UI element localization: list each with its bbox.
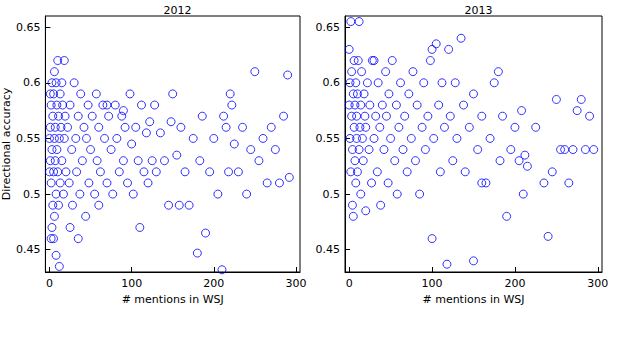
svg-text:0: 0 [46, 277, 53, 290]
svg-text:2012: 2012 [164, 4, 192, 17]
svg-text:Directional accuracy: Directional accuracy [0, 87, 13, 200]
svg-text:# mentions in WSJ: # mentions in WSJ [122, 293, 224, 306]
svg-text:300: 300 [285, 277, 306, 290]
svg-text:300: 300 [587, 277, 608, 290]
svg-text:200: 200 [504, 277, 525, 290]
svg-text:# mentions in WSJ: # mentions in WSJ [422, 293, 524, 306]
svg-text:0.5: 0.5 [323, 188, 341, 201]
svg-text:0.6: 0.6 [23, 76, 41, 89]
svg-text:100: 100 [422, 277, 443, 290]
svg-text:200: 200 [203, 277, 224, 290]
svg-text:0: 0 [346, 277, 353, 290]
svg-text:100: 100 [121, 277, 142, 290]
svg-text:0.45: 0.45 [316, 243, 341, 256]
svg-text:0.55: 0.55 [16, 132, 41, 145]
svg-text:0.5: 0.5 [23, 188, 41, 201]
svg-text:0.65: 0.65 [316, 21, 341, 34]
svg-text:2013: 2013 [465, 4, 493, 17]
svg-text:0.55: 0.55 [316, 132, 341, 145]
svg-text:0.45: 0.45 [16, 243, 41, 256]
svg-text:0.6: 0.6 [323, 76, 341, 89]
svg-text:0.65: 0.65 [16, 21, 41, 34]
